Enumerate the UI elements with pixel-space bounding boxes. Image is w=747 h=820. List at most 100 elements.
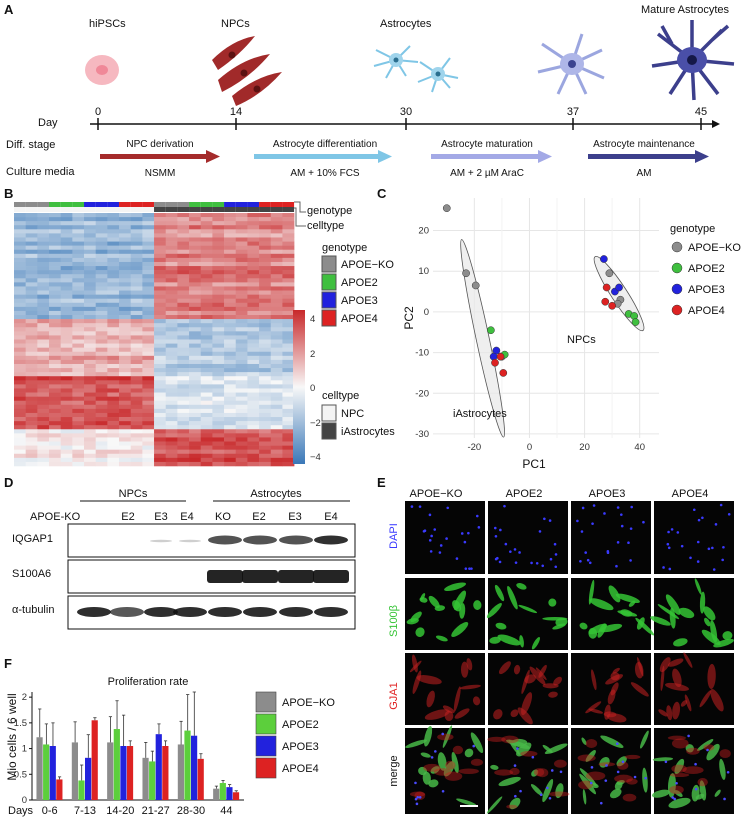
prolif-y-axis-label: Mio cells / 6 well [5,693,19,780]
heatmap-cell [119,380,131,385]
heatmap-cell [130,327,143,332]
heatmap-cell [282,335,295,340]
heatmap-cell [37,441,50,446]
heatmap-cell [259,225,272,230]
heatmap-cell [14,253,26,259]
heatmap-cell [72,257,85,263]
heatmap-cell [165,286,178,291]
cell-stain [426,690,435,708]
heatmap-cell [14,417,26,422]
heatmap-cell [119,368,131,373]
heatmap-cell [49,310,61,316]
prolif-x-tick: 44 [220,805,232,817]
heatmap-cell [72,433,85,438]
nucleus [576,519,579,523]
heatmap-cell [259,286,272,291]
heatmap-cell [25,241,38,246]
nucleus [711,546,714,550]
heatmap-cell [200,408,213,414]
heatmap-cell [235,441,248,446]
cell-stain [719,758,726,780]
heatmap-cell [130,270,143,275]
heatmap-cell [142,392,155,397]
blot-lane-label: E3 [288,511,301,523]
cell-stain [650,616,671,626]
cell-stain [555,783,564,799]
heatmap-cell [259,400,272,406]
heatmap-cell [142,302,155,308]
heatmap-cell [37,331,50,336]
nucleus [410,505,414,508]
heatmap-cell [282,363,295,369]
heatmap-cell [259,213,272,218]
heatmap-cell [224,298,237,304]
heatmap-cell [259,408,272,414]
heatmap-cell [84,257,96,263]
heatmap-cell [224,302,237,308]
nucleus [455,557,459,560]
heatmap-cell [235,376,248,381]
heatmap-cell [259,421,272,426]
heatmap-cell [177,372,190,377]
heatmap-cell [60,274,73,279]
heatmap-cell [107,253,120,259]
heatmap-cell [14,245,26,251]
heatmap-cell [212,331,225,336]
heatmap-cell [165,417,178,422]
day-30-label: 30 [400,106,412,118]
heatmap-cell [142,388,155,393]
prolif-y-tick: 2 [22,692,27,703]
heatmap-cell [84,245,96,251]
heatmap-cell [95,339,108,344]
heatmap-cell [282,290,295,295]
heatmap-cell [165,339,178,344]
heatmap-cell [189,441,202,446]
heatmap-cell [189,408,202,414]
heatmap-cell [25,453,38,459]
heatmap-cell [259,372,272,377]
heatmap-cell [235,270,248,275]
heatmap-cell [119,421,131,426]
heatmap-cell [282,278,295,283]
heatmap-cell [177,249,190,255]
heatmap-cell [142,306,155,312]
heatmap-cell [25,270,38,275]
heatmap-cell [154,241,167,246]
heatmap-cell [60,221,73,226]
heatmap-cell [270,392,283,397]
diff-stage-label: Diff. stage [6,139,55,151]
heatmap-cell [119,351,131,357]
heatmap-cell [37,278,50,283]
heatmap-cell [84,368,96,373]
heatmap-cell [177,315,190,320]
heatmap-cell [25,261,38,267]
celltype-annotation-cell [14,207,26,212]
heatmap-cell [107,404,120,410]
pca-legend-marker [671,304,683,316]
heatmap-cell [119,225,131,230]
heatmap-cell [235,433,248,438]
cell-stain [610,672,620,681]
heatmap-cell [60,437,73,442]
heatmap-cell [119,425,131,430]
stage-astrocytes-label: Astrocytes [380,18,432,30]
heatmap-cell [95,327,108,332]
heatmap-cell [49,257,61,263]
heatmap-cell [154,396,167,402]
heatmap-cell [154,270,167,275]
heatmap-cell [95,372,108,377]
heatmap-cell [189,335,202,340]
heatmap-cell [107,412,120,418]
heatmap-cell [72,266,85,271]
heatmap-cell [72,335,85,340]
heatmap-cell [270,298,283,304]
heatmap-cell [165,315,178,320]
heatmap-cell [189,343,202,348]
heatmap-cell [270,453,283,459]
nucleus [616,770,620,774]
heatmap-cell [165,241,178,246]
heatmap-cell [130,453,143,459]
heatmap-cell [189,237,202,242]
heatmap-cell [25,412,38,418]
